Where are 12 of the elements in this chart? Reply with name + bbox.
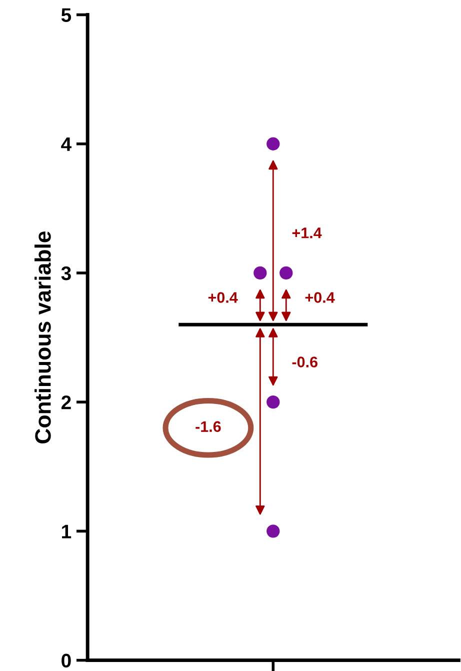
y-tick-label: 1 <box>62 524 72 538</box>
y-tick-label: 3 <box>61 266 71 280</box>
annotation: +0.4 <box>208 292 238 303</box>
annotation: +1.4 <box>292 228 322 238</box>
y-tick-label: 5 <box>61 8 72 22</box>
y-axis-title: Continuous variable <box>34 231 51 444</box>
y-tick-label: 0 <box>62 654 71 668</box>
annotation: -1.6 <box>196 421 221 432</box>
annotation: -0.6 <box>292 356 318 368</box>
annotation: +0.4 <box>305 292 335 303</box>
y-tick-label: 2 <box>61 396 71 410</box>
y-tick-label: 4 <box>61 138 72 151</box>
